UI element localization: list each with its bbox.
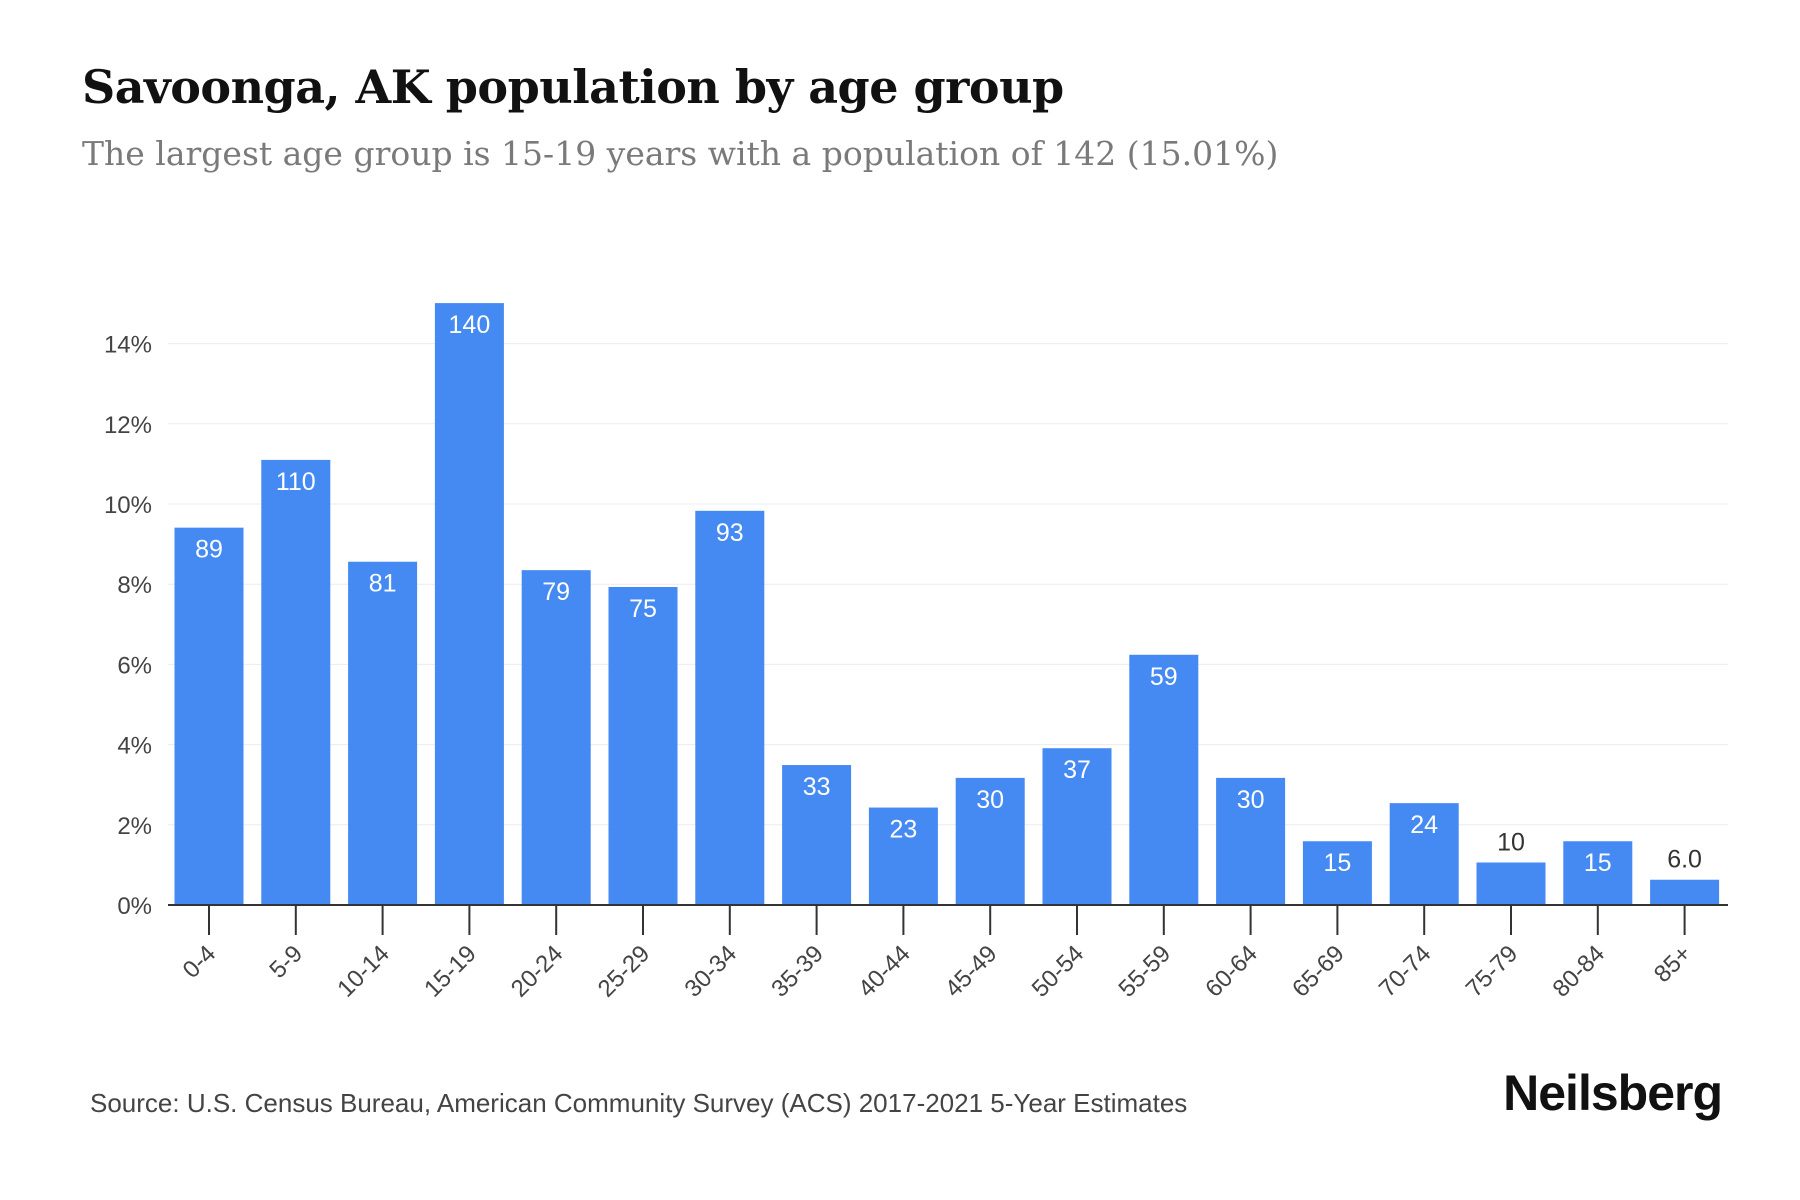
y-tick-label: 4%	[117, 733, 152, 760]
bar-data-label: 23	[889, 816, 917, 844]
grid-lines	[168, 343, 1728, 826]
x-tick-label: 45-49	[940, 940, 1003, 1003]
y-tick-label: 10%	[104, 492, 152, 519]
x-tick-label: 35-39	[766, 940, 829, 1003]
y-tick-label: 2%	[117, 813, 152, 840]
bar	[1216, 777, 1286, 905]
bar	[261, 459, 331, 905]
bar	[1650, 879, 1720, 905]
bar	[174, 527, 244, 905]
bar-data-label: 33	[803, 773, 831, 801]
bar-data-label: 93	[716, 519, 744, 547]
x-tick-label: 55-59	[1114, 940, 1177, 1003]
x-tick-label: 25-29	[593, 940, 656, 1003]
bars	[174, 303, 1720, 905]
x-tick-label: 60-64	[1200, 940, 1263, 1003]
bar	[1042, 748, 1112, 905]
y-tick-label: 12%	[104, 412, 152, 439]
x-axis	[168, 904, 1728, 935]
x-tick-label: 30-34	[680, 940, 743, 1003]
bar-data-label: 79	[542, 578, 570, 606]
bar-data-label: 10	[1497, 828, 1525, 856]
bar	[1302, 841, 1372, 905]
bar-data-label: 59	[1150, 663, 1178, 691]
x-tick-label: 75-79	[1461, 940, 1524, 1003]
bar-data-label: 24	[1410, 811, 1438, 839]
bar	[348, 561, 418, 905]
x-tick-label: 80-84	[1548, 940, 1611, 1003]
bar	[1389, 803, 1459, 905]
x-tick-label: 20-24	[506, 940, 569, 1003]
data-labels: 89 110 81 140 79 75 93 33 23 30 37 59 30 15 24 10 15 6.0	[195, 311, 1702, 877]
bar-data-label: 37	[1063, 756, 1091, 784]
chart-title: Savoonga, AK population by age group	[82, 60, 1064, 114]
x-tick-label: 70-74	[1374, 940, 1437, 1003]
y-tick-label: 8%	[117, 572, 152, 599]
bar	[1129, 654, 1199, 905]
bar-data-label: 15	[1323, 849, 1351, 877]
bar-data-label: 89	[195, 536, 223, 564]
bar	[521, 570, 591, 905]
bar-data-label: 15	[1584, 849, 1612, 877]
bar	[695, 510, 765, 905]
bar	[868, 807, 938, 905]
x-tick-label: 0-4	[178, 940, 222, 984]
bar	[955, 777, 1025, 905]
bar-data-label: 81	[369, 570, 397, 598]
chart-subtitle: The largest age group is 15-19 years wit…	[82, 134, 1279, 173]
source-note: Source: U.S. Census Bureau, American Com…	[90, 1088, 1188, 1118]
y-tick-label: 6%	[117, 652, 152, 679]
x-tick-label: 85+	[1649, 940, 1697, 988]
bar	[782, 765, 852, 905]
bar-data-label: 6.0	[1667, 846, 1702, 874]
y-tick-label: 0%	[117, 893, 152, 920]
x-tick-label: 50-54	[1027, 940, 1090, 1003]
bar-data-label: 75	[629, 595, 657, 623]
bar	[434, 303, 504, 905]
x-tick-label: 10-14	[332, 940, 395, 1003]
y-tick-label: 14%	[104, 332, 152, 359]
y-axis-tick-labels: 0% 2% 4% 6% 8% 10% 12% 14%	[104, 332, 152, 920]
bar	[608, 587, 678, 905]
x-tick-label: 65-69	[1287, 940, 1350, 1003]
x-tick-label: 40-44	[853, 940, 916, 1003]
bar-data-label: 110	[276, 468, 316, 496]
x-tick-label: 15-19	[419, 940, 482, 1003]
x-axis-tick-labels: 0-4 5-9 10-14 15-19 20-24 25-29 30-34 35-39 40-4…	[178, 940, 1697, 1003]
bar-data-label: 30	[976, 786, 1004, 814]
brand-logo: Neilsberg	[1503, 1065, 1723, 1121]
bar	[1476, 862, 1546, 905]
bar-data-label: 30	[1237, 786, 1265, 814]
bar-data-label: 140	[449, 311, 491, 339]
bar	[1563, 841, 1633, 905]
x-tick-label: 5-9	[264, 940, 308, 984]
